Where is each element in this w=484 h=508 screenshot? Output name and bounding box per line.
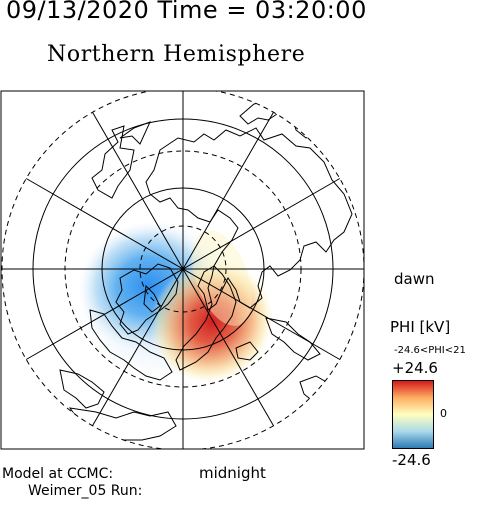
- colorbar-title: PHI [kV]: [390, 318, 450, 336]
- run-credit: Weimer_05 Run:: [28, 483, 142, 499]
- polar-potential-map: [0, 90, 388, 464]
- colorbar-min-label: -24.6: [392, 451, 431, 469]
- colorbar-zero-label: 0: [440, 407, 447, 420]
- colorbar: [392, 380, 434, 449]
- colorbar-range: -24.6<PHI<21: [394, 345, 466, 356]
- midnight-label: midnight: [199, 464, 266, 482]
- hemisphere-title: Northern Hemisphere: [47, 42, 305, 67]
- model-credit: Model at CCMC:: [2, 466, 113, 482]
- dawn-label: dawn: [394, 270, 435, 288]
- datetime-title: 09/13/2020 Time = 03:20:00: [6, 0, 367, 24]
- colorbar-max-label: +24.6: [392, 359, 438, 377]
